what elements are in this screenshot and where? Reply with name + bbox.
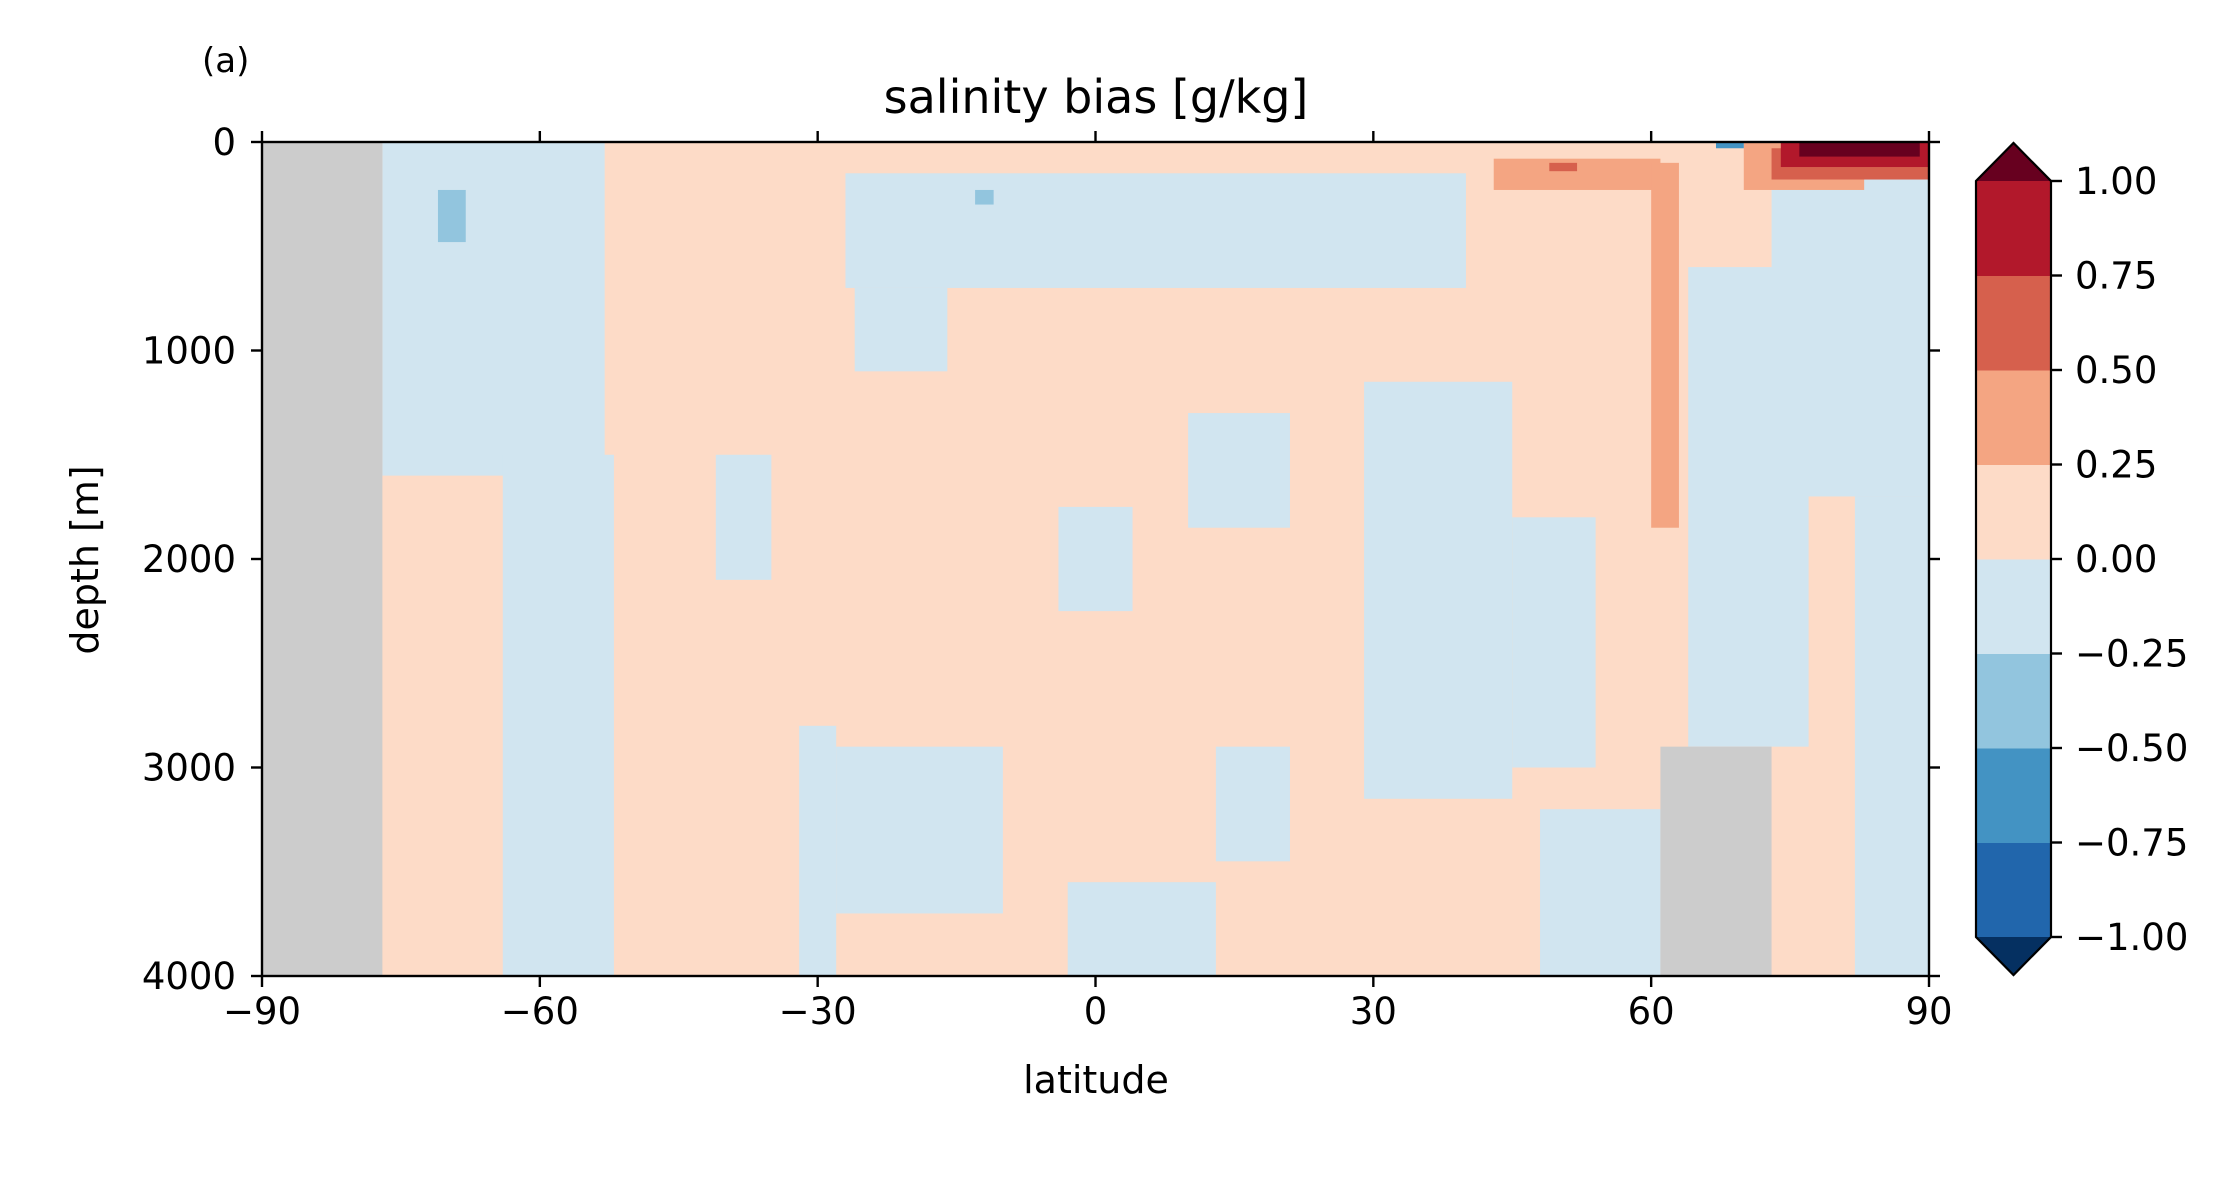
y-tick-label: 2000 bbox=[142, 538, 236, 581]
heatmap-region bbox=[437, 189, 466, 243]
colorbar-tick-label: −1.00 bbox=[2075, 916, 2188, 959]
heatmap-region bbox=[1058, 506, 1133, 612]
x-tick-label: −90 bbox=[223, 990, 301, 1033]
heatmap-region bbox=[1771, 173, 1929, 497]
heatmap-region bbox=[1549, 162, 1578, 172]
colorbar-tick-label: −0.50 bbox=[2075, 727, 2188, 770]
x-tick-label: −60 bbox=[501, 990, 579, 1033]
heatmap-region bbox=[1854, 496, 1929, 976]
x-tick-label: 60 bbox=[1628, 990, 1675, 1033]
colorbar-band bbox=[1976, 748, 2051, 843]
x-tick-label: 30 bbox=[1350, 990, 1397, 1033]
colorbar-extend-max bbox=[1976, 143, 2051, 181]
land-mask-region bbox=[1660, 746, 1772, 976]
colorbar-band bbox=[1976, 464, 2051, 560]
colorbar: −1.00 −0.75 −0.50 −0.25 0.00 0.25 0.50 0.75 1.00 bbox=[1974, 141, 2188, 977]
heatmap-region bbox=[382, 142, 605, 476]
colorbar-band bbox=[1976, 370, 2051, 465]
heatmap-region bbox=[799, 725, 837, 976]
colorbar-band bbox=[1976, 653, 2051, 749]
x-axis-label: latitude bbox=[1023, 1058, 1169, 1102]
heatmap-region bbox=[1067, 882, 1216, 976]
colorbar-tick-label: 0.50 bbox=[2075, 349, 2157, 392]
y-tick-label: 3000 bbox=[142, 747, 236, 790]
colorbar-band bbox=[1976, 275, 2051, 371]
chart-title: salinity bias [g/kg] bbox=[884, 70, 1309, 124]
colorbar-tick-label: −0.25 bbox=[2075, 633, 2188, 676]
heatmap-region bbox=[1651, 162, 1679, 528]
x-tick-label: 0 bbox=[1084, 990, 1108, 1033]
colorbar-tick-label: 0.75 bbox=[2075, 255, 2157, 298]
x-tick-label: 90 bbox=[1905, 990, 1952, 1033]
heatmap-region bbox=[1512, 517, 1596, 768]
colorbar-extend-min bbox=[1976, 937, 2051, 975]
x-axis: −90 −60 −30 0 30 60 90 bbox=[223, 131, 1953, 1033]
colorbar-tick-label: 1.00 bbox=[2075, 160, 2157, 203]
y-axis: 0 1000 2000 3000 4000 bbox=[142, 121, 1940, 998]
heatmap-plot-area bbox=[260, 140, 1931, 978]
colorbar-band bbox=[1976, 842, 2051, 938]
panel-label: (a) bbox=[202, 41, 249, 81]
colorbar-tick-label: −0.75 bbox=[2075, 822, 2188, 865]
colorbar-tick-label: 0.00 bbox=[2075, 538, 2157, 581]
colorbar-band bbox=[1976, 559, 2051, 654]
colorbar-band bbox=[1976, 181, 2051, 276]
heatmap-region bbox=[1715, 142, 1744, 149]
y-tick-label: 0 bbox=[212, 121, 236, 164]
x-tick-label: −30 bbox=[779, 990, 857, 1033]
heatmap-region bbox=[836, 746, 1003, 914]
heatmap-region bbox=[1364, 381, 1513, 799]
heatmap-region bbox=[1188, 413, 1290, 528]
heatmap-region bbox=[854, 287, 948, 372]
heatmap-region bbox=[975, 189, 994, 205]
heatmap-region bbox=[715, 454, 772, 580]
colorbar-tick-label: 0.25 bbox=[2075, 444, 2157, 487]
heatmap-region bbox=[1215, 746, 1290, 862]
heatmap-region bbox=[845, 173, 1466, 288]
heatmap-region bbox=[1799, 142, 1920, 157]
y-tick-label: 1000 bbox=[142, 330, 236, 373]
y-axis-label: depth [m] bbox=[63, 465, 107, 654]
heatmap-region bbox=[502, 454, 614, 976]
land-mask-region bbox=[262, 142, 383, 976]
heatmap-region bbox=[1540, 809, 1661, 976]
y-tick-label: 4000 bbox=[142, 955, 236, 998]
